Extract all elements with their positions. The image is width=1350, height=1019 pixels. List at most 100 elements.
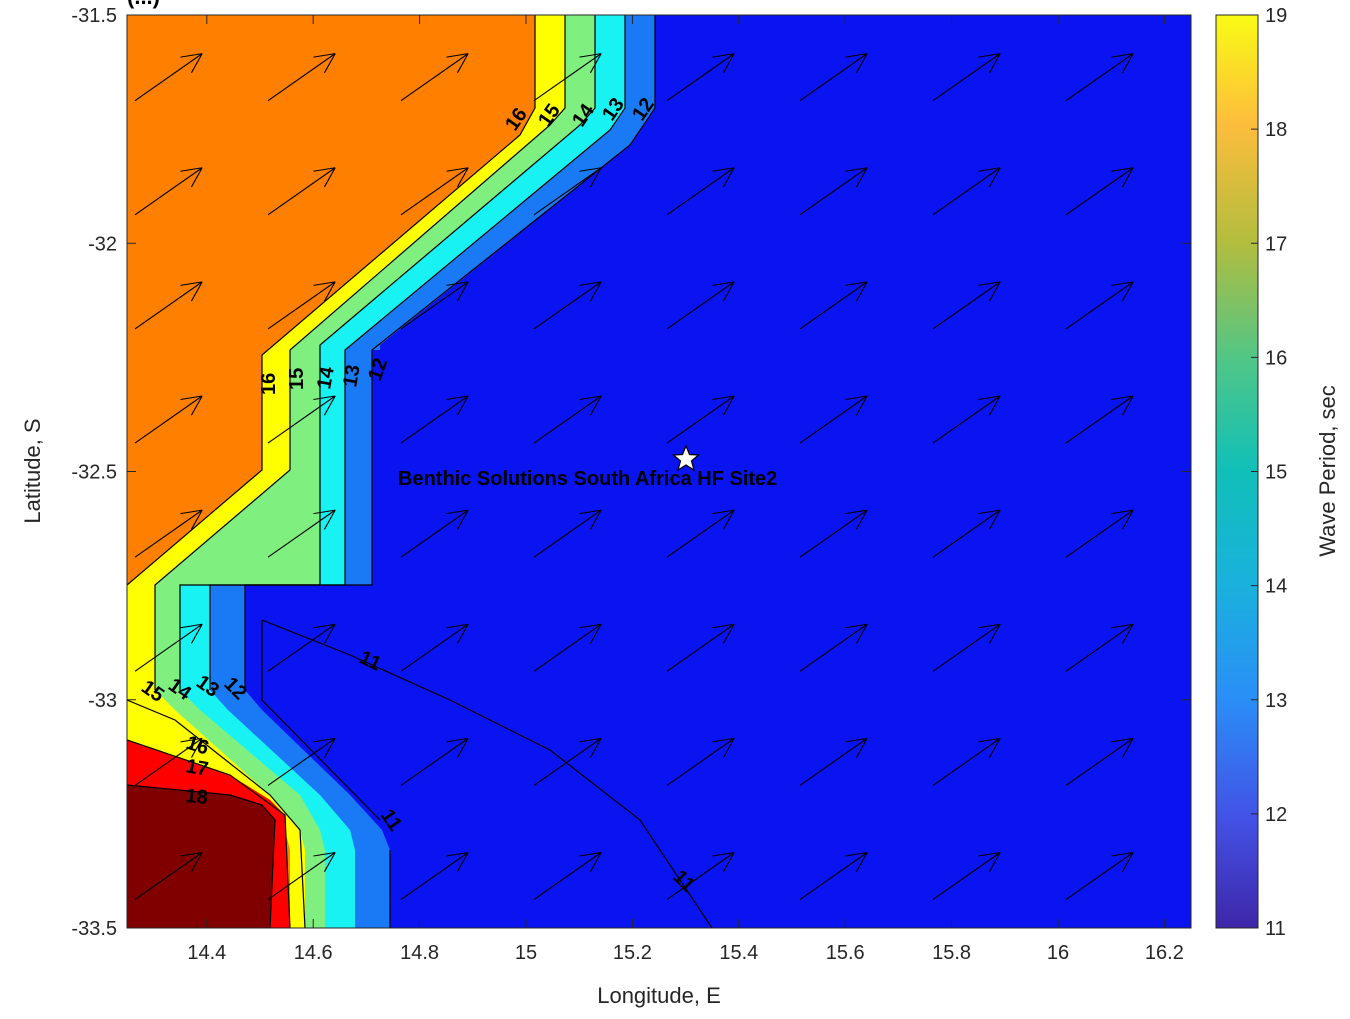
- vector-arrow-head: [579, 167, 602, 172]
- y-tick-label: -31.5: [71, 5, 117, 27]
- vector-arrow: [533, 509, 602, 558]
- vector-arrow-head: [1121, 623, 1134, 644]
- vector-arrow-head: [180, 737, 203, 743]
- vector-arrow: [666, 737, 735, 786]
- vector-arrow: [799, 852, 868, 900]
- vector-arrow-head: [589, 738, 602, 758]
- vector-arrow: [267, 395, 336, 444]
- vector-arrow-head: [180, 281, 203, 286]
- vector-arrow: [134, 281, 203, 330]
- vector-arrow-head: [978, 737, 1001, 743]
- vector-arrow-head: [855, 167, 868, 188]
- vector-arrow: [799, 53, 868, 102]
- vector-arrow-head: [313, 53, 336, 58]
- vector-arrow-head: [845, 509, 868, 515]
- vector-arrow-head: [855, 852, 868, 872]
- vector-arrow: [267, 281, 336, 330]
- contour-line-17-low: [127, 739, 291, 928]
- vector-field: [134, 53, 1134, 900]
- vector-arrow-head: [988, 738, 1001, 758]
- vector-arrow-head: [323, 852, 336, 872]
- vector-arrow: [1065, 852, 1134, 900]
- vector-arrow-head: [180, 509, 203, 515]
- vector-arrow-head: [978, 281, 1001, 286]
- vector-arrow-head: [589, 623, 602, 644]
- colorbar-tick-label: 12: [1265, 804, 1287, 826]
- vector-arrow-head: [313, 167, 336, 172]
- vector-arrow: [533, 395, 602, 444]
- vector-arrow-head: [323, 509, 336, 530]
- x-tick-label: 15.2: [613, 942, 652, 964]
- vector-arrow: [400, 395, 469, 444]
- contour-label: 17: [184, 755, 210, 781]
- vector-arrow-head: [855, 281, 868, 302]
- x-axis: 14.4 14.6 14.8 15 15.2 15.4 15.6 15.8 16 16.2: [187, 15, 1184, 964]
- vector-arrow: [1065, 623, 1134, 672]
- vector-arrow: [1065, 53, 1134, 102]
- vector-arrow-head: [978, 395, 1001, 401]
- vector-arrow: [1065, 509, 1134, 558]
- vector-arrow-head: [845, 395, 868, 401]
- vector-arrow: [932, 852, 1001, 900]
- vector-arrow-head: [1121, 167, 1134, 188]
- vector-arrow-head: [190, 509, 203, 530]
- vector-arrow-head: [845, 623, 868, 629]
- vector-arrow-head: [978, 509, 1001, 515]
- vector-arrow-head: [190, 53, 203, 74]
- vector-arrow-head: [712, 509, 735, 515]
- vector-arrow-head: [712, 737, 735, 743]
- vector-arrow-head: [845, 281, 868, 286]
- vector-arrow-head: [1121, 509, 1134, 530]
- contour-line-18-low: [127, 784, 276, 928]
- vector-arrow-head: [589, 395, 602, 416]
- vector-arrow: [666, 852, 735, 900]
- y-tick-label: -33.5: [71, 918, 117, 940]
- vector-arrow-head: [712, 53, 735, 58]
- vector-arrow-head: [446, 509, 469, 515]
- region-level-16: [127, 15, 535, 928]
- x-tick-label: 16: [1047, 942, 1069, 964]
- vector-arrow-head: [313, 623, 336, 629]
- vector-arrow-head: [978, 53, 1001, 58]
- chart-title-fragment: (...): [127, 0, 160, 9]
- vector-arrow: [799, 281, 868, 330]
- colorbar-tick-label: 14: [1265, 576, 1287, 598]
- vector-arrow-head: [579, 851, 602, 857]
- vector-arrow: [932, 737, 1001, 786]
- vector-arrow-head: [446, 167, 469, 172]
- vector-arrow-head: [855, 738, 868, 758]
- vector-arrow-head: [190, 167, 203, 188]
- vector-arrow-head: [855, 623, 868, 644]
- vector-arrow-head: [579, 623, 602, 629]
- vector-arrow-head: [722, 167, 735, 188]
- vector-arrow: [400, 167, 469, 216]
- vector-arrow: [134, 623, 203, 672]
- x-tick-label: 15.8: [932, 942, 971, 964]
- vector-arrow: [1065, 395, 1134, 444]
- contour-label: 16: [258, 373, 280, 395]
- vector-arrow-head: [722, 509, 735, 530]
- vector-arrow-head: [313, 395, 336, 401]
- vector-arrow-head: [589, 852, 602, 872]
- vector-arrow: [400, 53, 469, 102]
- vector-arrow-head: [722, 623, 735, 644]
- vector-arrow: [799, 509, 868, 558]
- vector-arrow-head: [190, 395, 203, 416]
- vector-arrow-head: [579, 281, 602, 286]
- vector-arrow-head: [988, 852, 1001, 872]
- vector-arrow-head: [722, 395, 735, 416]
- colorbar-tick-label: 16: [1265, 347, 1287, 369]
- y-axis-label: Latitude, S: [20, 418, 45, 523]
- vector-arrow: [267, 53, 336, 102]
- contour-label: 15: [286, 368, 308, 390]
- contour-line-12: [244, 15, 656, 690]
- vector-arrow: [134, 53, 203, 102]
- vector-arrow-head: [722, 738, 735, 758]
- vector-arrow-head: [855, 395, 868, 416]
- contour-label: 13: [339, 363, 365, 389]
- vector-arrow-head: [446, 851, 469, 857]
- vector-arrow-head: [190, 852, 203, 872]
- vector-arrow-head: [180, 167, 203, 172]
- vector-arrow-head: [446, 281, 469, 286]
- vector-arrow: [932, 395, 1001, 444]
